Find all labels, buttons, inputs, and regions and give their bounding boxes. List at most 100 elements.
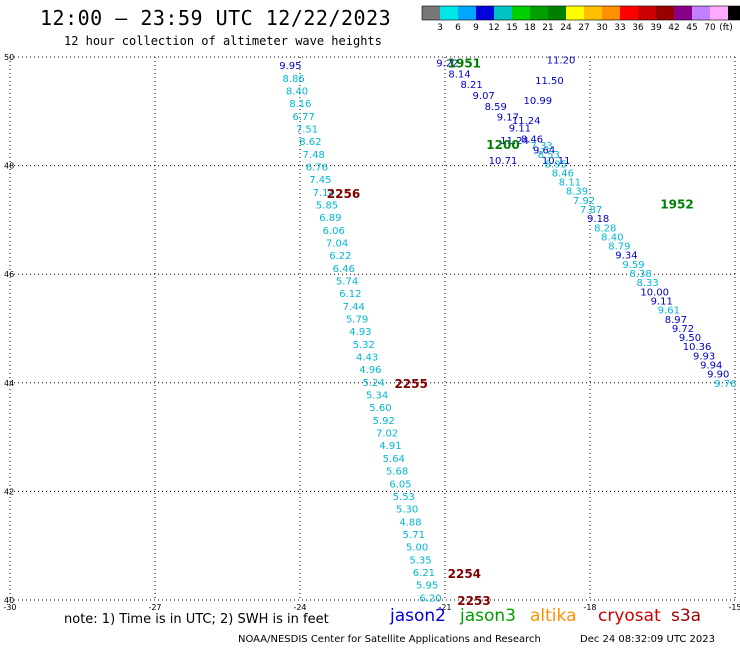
wave-height-value: 8.28 <box>594 223 616 234</box>
longitude-tick-label: -15 <box>728 603 740 612</box>
longitude-tick-label: -18 <box>583 603 596 612</box>
wave-height-value: 8.11 <box>559 178 581 189</box>
wave-height-value: 8.95 <box>545 159 567 170</box>
colorbar-swatch <box>584 6 602 20</box>
colorbar-label: 70 <box>704 23 716 33</box>
colorbar-frame <box>421 5 740 21</box>
wave-height-value: 9.61 <box>658 306 680 317</box>
pass-time-label: 2255 <box>394 377 427 391</box>
colorbar-swatch <box>674 6 692 20</box>
colorbar-label: 39 <box>650 23 662 33</box>
colorbar-label: 45 <box>686 23 697 33</box>
wave-height-value: 8.33 <box>636 278 658 289</box>
wave-height-value: 7.33 <box>531 141 553 152</box>
wave-height-value: 4.43 <box>356 353 378 364</box>
colorbar-label: 30 <box>596 23 608 33</box>
pass-time-labels: 1951 1200 1952 2256 2255 2254 2253 <box>327 56 694 608</box>
wave-height-value: 7.51 <box>296 124 318 135</box>
wave-height-value: 4.93 <box>349 327 371 338</box>
wave-height-value: 9.07 <box>473 91 495 102</box>
wave-height-value: 5.79 <box>346 315 368 326</box>
wave-height-value: 9.76 <box>714 379 736 390</box>
legend-altika: altika <box>530 606 577 626</box>
wave-height-value: 6.89 <box>319 213 341 224</box>
wave-height-value: 9.34 <box>615 251 637 262</box>
wave-height-value: 5.35 <box>409 555 431 566</box>
longitude-tick-label: -27 <box>148 603 161 612</box>
axis-tick-labels: -30 -27 -24 -21 -18 -15 50 48 46 44 42 40 <box>3 53 740 612</box>
map-title: 12:00 – 23:59 UTC 12/22/2023 <box>40 6 392 30</box>
colorbar-swatch <box>692 6 710 20</box>
wave-height-value: 9.93 <box>693 351 715 362</box>
pass-time-label: 2254 <box>448 567 481 581</box>
wave-height-value: 5.60 <box>369 403 391 414</box>
legend-jason2: jason2 <box>390 606 446 626</box>
colorbar-unit: (ft) <box>719 23 733 33</box>
footer-credit: NOAA/NESDIS Center for Satellite Applica… <box>238 634 541 645</box>
colorbar-label: 18 <box>524 23 536 33</box>
wave-height-value: 4.96 <box>359 365 381 376</box>
colorbar-swatch <box>638 6 656 20</box>
wave-height-value: 10.36 <box>683 342 712 353</box>
wave-height-value: 10.71 <box>489 156 518 167</box>
wave-height-value: 9.11 <box>509 124 531 135</box>
colorbar-swatch <box>494 6 512 20</box>
wave-height-value: 8.21 <box>460 80 482 91</box>
wave-height-value: 8.40 <box>601 232 623 243</box>
wave-height-value: 5.95 <box>416 581 438 592</box>
colorbar-label: 27 <box>578 23 589 33</box>
wave-height-value: 4.88 <box>399 517 421 528</box>
wave-height-value: 8.16 <box>289 99 311 110</box>
wave-height-value: 5.92 <box>373 416 395 427</box>
wave-height-value: 10.00 <box>640 287 669 298</box>
wave-height-value: 9.17 <box>497 113 519 124</box>
wave-height-value: 6.20 <box>419 593 441 604</box>
wave-height-value: 6.21 <box>413 568 435 579</box>
pass-time-label: 1952 <box>660 198 693 212</box>
colorbar-swatch <box>620 6 638 20</box>
latitude-tick-label: 46 <box>4 270 14 279</box>
pass-time-label: 2256 <box>327 187 360 201</box>
wave-height-value: 8.40 <box>286 86 308 97</box>
latitude-tick-label: 50 <box>4 53 14 62</box>
wave-height-value: 8.86 <box>283 74 305 85</box>
wave-height-value: 8.62 <box>299 137 321 148</box>
wave-height-value: 9.64 <box>533 145 555 156</box>
colorbar-swatch <box>710 6 728 20</box>
wave-height-value: 5.53 <box>393 492 415 503</box>
colorbar-label: 3 <box>437 23 443 33</box>
wave-height-value: 6.22 <box>329 251 351 262</box>
colorbar-legend: 3 6 9 12 15 18 21 24 27 30 33 36 39 42 45 70 (ft) <box>421 5 740 33</box>
latitude-tick-label: 42 <box>4 487 14 496</box>
colorbar-swatch <box>476 6 494 20</box>
wave-height-value: 8.53 <box>538 150 560 161</box>
longitude-tick-label: -21 <box>438 603 451 612</box>
wave-height-value: 11.50 <box>535 76 564 87</box>
latitude-tick-label: 48 <box>4 162 14 171</box>
wave-height-value: 4.91 <box>379 441 401 452</box>
wave-height-value: 8.46 <box>521 134 543 145</box>
wave-height-value: 5.34 <box>366 391 388 402</box>
colorbar-swatch <box>512 6 530 20</box>
colorbar-swatch <box>656 6 674 20</box>
pass-time-label: 2253 <box>457 594 490 608</box>
wave-height-value: 7.04 <box>326 239 348 250</box>
legend-cryosat: cryosat <box>598 606 661 626</box>
wave-height-value: 9.95 <box>279 61 301 72</box>
latitude-tick-label: 44 <box>4 379 14 388</box>
colorbar-label: 9 <box>473 23 479 33</box>
colorbar-label: 21 <box>542 23 553 33</box>
colorbar-swatch <box>548 6 566 20</box>
wave-height-value: 8.59 <box>485 102 507 113</box>
colorbar-label: 6 <box>455 23 461 33</box>
wave-height-value: 5.74 <box>336 277 358 288</box>
wave-height-value: 11.24 <box>500 136 529 147</box>
wave-height-value: 9.22 <box>436 58 458 69</box>
wave-height-value: 9.59 <box>622 260 644 271</box>
wave-height-value: 8.97 <box>665 315 687 326</box>
longitude-tick-label: -24 <box>293 603 306 612</box>
wave-height-tracks: 9.958.868.408.166.777.518.627.486.767.45… <box>279 56 736 605</box>
wave-height-value: 11.24 <box>512 116 541 127</box>
colorbar-label: 33 <box>614 23 625 33</box>
